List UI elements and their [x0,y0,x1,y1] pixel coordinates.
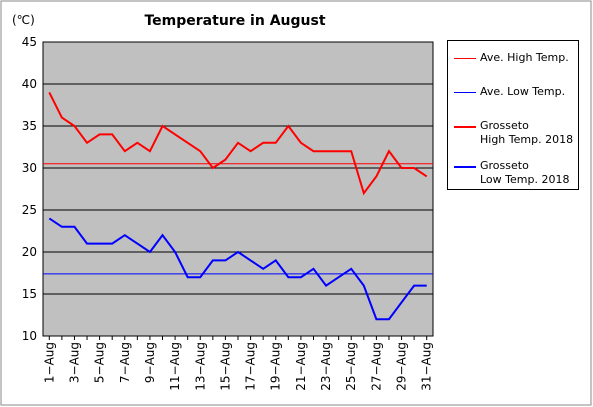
plot-area [42,41,434,337]
x-tick-label: 13−Aug [193,342,207,391]
y-tick-label: 15 [22,287,37,301]
x-tick-label: 29−Aug [395,342,409,391]
line-series [48,91,428,196]
chart-title: Temperature in August [144,13,325,29]
x-tick-label: 27−Aug [369,342,383,391]
x-tick-label: 25−Aug [344,342,358,391]
x-tick-label: 19−Aug [269,342,283,391]
x-tick-label: 21−Aug [294,342,308,391]
x-tick-label: 31−Aug [420,342,434,391]
legend-label: Grosseto Low Temp. 2018 [480,159,570,186]
x-tick-label: 7−Aug [118,342,132,383]
x-tick-label: 15−Aug [218,342,232,391]
x-tick-label: 9−Aug [143,342,157,383]
legend-label: Ave. Low Temp. [480,85,566,98]
line-series [48,217,427,321]
x-tick-label: 1−Aug [42,342,56,383]
legend-swatch [454,92,476,93]
y-tick-label: 40 [22,77,37,91]
y-tick-label: 30 [22,161,37,175]
x-tick-label: 5−Aug [93,342,107,383]
legend-swatch [454,126,476,128]
y-tick-label: 20 [22,245,37,259]
x-tick-label: 23−Aug [319,342,333,391]
legend-label: Grosseto High Temp. 2018 [480,119,574,146]
legend: Ave. High Temp. Ave. Low Temp. Grosseto Hi… [447,40,579,190]
y-tick-label: 10 [22,329,37,343]
x-tick-label: 3−Aug [67,342,81,383]
x-tick-label: 11−Aug [168,342,182,391]
y-tick-label: 45 [22,35,37,49]
y-unit: (℃) [12,13,35,27]
y-tick-label: 35 [22,119,37,133]
legend-label: Ave. High Temp. [480,51,569,64]
legend-swatch [454,166,476,168]
x-tick-label: 17−Aug [244,342,258,391]
y-tick-label: 25 [22,203,37,217]
legend-swatch [454,58,476,59]
